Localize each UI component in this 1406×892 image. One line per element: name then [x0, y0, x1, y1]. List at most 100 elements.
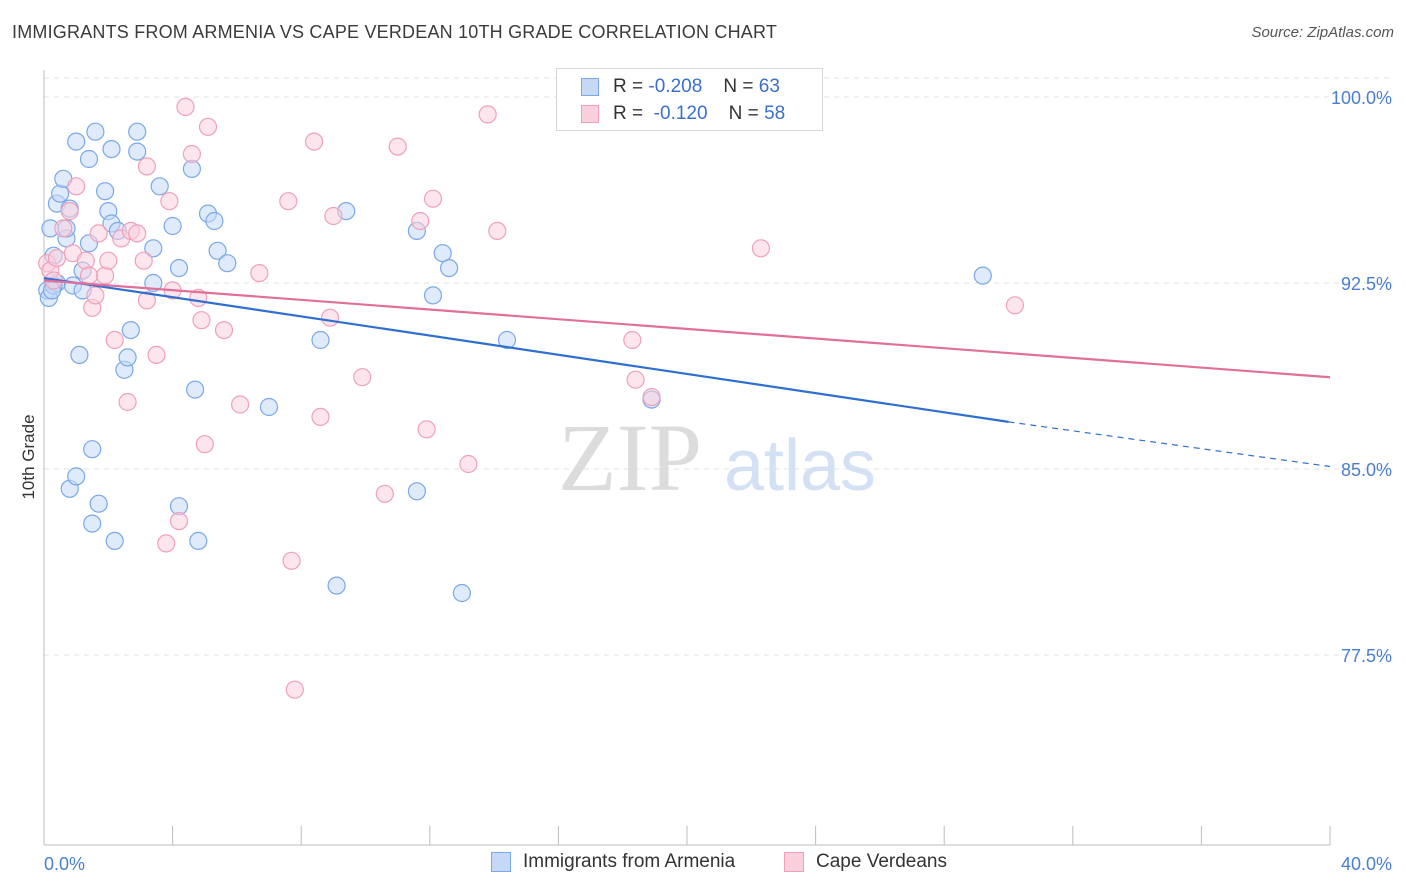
- legend-item-cape-verdean[interactable]: Cape Verdeans: [784, 851, 947, 873]
- cape-verdean-point-40: [305, 132, 324, 151]
- armenia-point-32: [128, 122, 147, 141]
- cape-verdean-point-47: [411, 211, 430, 231]
- armenia-point-27: [105, 531, 124, 551]
- armenia-trend-line: [43, 276, 1009, 423]
- cape-verdean-point-27: [169, 511, 189, 531]
- cape-verdean-point-54: [626, 370, 645, 389]
- cape-verdean-point-23: [147, 345, 166, 364]
- armenia-r-value: -0.208: [648, 76, 703, 97]
- cape-verdean-point-41: [311, 407, 330, 426]
- cape-verdean-point-9: [79, 266, 99, 285]
- cape-verdean-point-36: [250, 264, 269, 283]
- armenia-point-22: [89, 494, 108, 513]
- cape-verdean-point-57: [1005, 296, 1025, 315]
- cape-verdean-point-50: [459, 454, 478, 474]
- legend-row-cape-verdean: R = -0.120 N = 58: [581, 102, 785, 126]
- armenia-point-18: [79, 149, 99, 169]
- armenia-trend-extension: [1008, 421, 1331, 468]
- armenia-point-20: [83, 514, 102, 533]
- cape-verdean-point-45: [375, 484, 394, 503]
- armenia-point-14: [70, 345, 89, 364]
- armenia-point-45: [208, 241, 227, 260]
- watermark-atlas: atlas: [724, 426, 876, 506]
- cape-verdean-point-48: [417, 420, 436, 439]
- armenia-point-48: [311, 330, 330, 350]
- cape-verdean-point-11: [86, 286, 105, 305]
- cape-verdean-point-17: [118, 392, 137, 412]
- legend-row-armenia: R = -0.208 N = 63: [581, 75, 780, 99]
- cape-verdean-point-12: [89, 224, 108, 243]
- cape-verdean-point-19: [128, 224, 147, 243]
- y-axis-title: 10th Grade: [19, 414, 38, 499]
- cape-verdean-point-34: [214, 321, 234, 340]
- cape-verdean-point-33: [198, 117, 218, 136]
- armenia-point-5: [50, 184, 70, 203]
- legend-item-armenia[interactable]: Immigrants from Armenia: [491, 851, 735, 873]
- armenia-point-56: [452, 583, 471, 603]
- cape-verdean-point-7: [67, 177, 86, 196]
- cape-verdean-point-35: [231, 395, 250, 414]
- armenia-point-52: [407, 482, 426, 501]
- cape-verdean-point-14: [99, 251, 118, 270]
- cape-verdean-point-39: [285, 680, 304, 699]
- armenia-swatch: [581, 78, 599, 96]
- axes: [43, 70, 1331, 846]
- n-label: N =: [728, 103, 759, 124]
- cape-verdean-point-28: [176, 97, 195, 117]
- cape-verdean-point-31: [192, 311, 211, 330]
- cape-verdean-point-5: [60, 202, 79, 221]
- cape-verdean-point-25: [160, 192, 179, 211]
- armenia-point-30: [118, 348, 137, 367]
- armenia-point-26: [102, 140, 121, 159]
- cape-verdean-point-51: [478, 105, 497, 124]
- watermark: ZIP atlas: [558, 404, 876, 511]
- cape-verdean-point-44: [353, 368, 372, 387]
- cape-verdean-swatch: [581, 105, 599, 123]
- r-label: R =: [613, 76, 644, 97]
- cape-verdean-point-52: [488, 221, 507, 240]
- cape-verdean-point-22: [137, 291, 156, 310]
- cape-verdean-point-38: [282, 551, 301, 570]
- n-label: N =: [723, 76, 754, 97]
- x-tick-label-end: 40.0%: [1341, 854, 1392, 874]
- armenia-point-57: [497, 330, 517, 350]
- x-tick-label-start: 0.0%: [44, 854, 85, 874]
- cape-verdean-point-3: [47, 249, 67, 268]
- armenia-point-36: [150, 177, 169, 196]
- cape-verdean-point-24: [157, 534, 176, 553]
- y-tick-label: 100.0%: [1331, 88, 1392, 108]
- armenia-point-38: [169, 259, 189, 278]
- cape-verdean-point-55: [642, 388, 661, 407]
- data-points: [38, 97, 1025, 699]
- cape-verdean-point-43: [324, 206, 343, 226]
- cape-verdean-point-42: [321, 308, 340, 327]
- armenia-point-19: [83, 440, 102, 459]
- cape-verdean-point-15: [105, 330, 124, 350]
- armenia-point-34: [144, 273, 163, 293]
- cape-verdean-legend-swatch: [784, 852, 804, 872]
- armenia-point-31: [121, 321, 140, 340]
- armenia-point-21: [86, 122, 105, 141]
- cape-verdean-point-29: [182, 144, 201, 164]
- armenia-point-35: [144, 239, 163, 258]
- armenia-point-49: [327, 576, 346, 595]
- armenia-n-value: 63: [758, 76, 780, 97]
- armenia-point-37: [163, 216, 182, 236]
- cape-verdean-legend-label: Cape Verdeans: [816, 851, 947, 872]
- cape-verdean-point-46: [388, 137, 407, 156]
- chart-title: IMMIGRANTS FROM ARMENIA VS CAPE VERDEAN …: [12, 22, 778, 42]
- cape-verdean-point-21: [137, 157, 156, 176]
- cape-verdean-point-20: [134, 251, 153, 270]
- armenia-point-23: [95, 182, 115, 201]
- armenia-point-42: [189, 531, 208, 551]
- cape-verdean-point-4: [54, 219, 73, 238]
- cape-verdean-point-56: [751, 239, 771, 258]
- cape-verdean-r-value: -0.120: [653, 103, 708, 124]
- armenia-legend-label: Immigrants from Armenia: [523, 851, 736, 872]
- armenia-point-41: [186, 380, 205, 399]
- cape-verdean-point-13: [95, 266, 115, 285]
- source-label: Source: ZipAtlas.com: [1251, 24, 1394, 41]
- cape-verdean-trend-line: [43, 279, 1331, 379]
- armenia-point-55: [440, 259, 459, 278]
